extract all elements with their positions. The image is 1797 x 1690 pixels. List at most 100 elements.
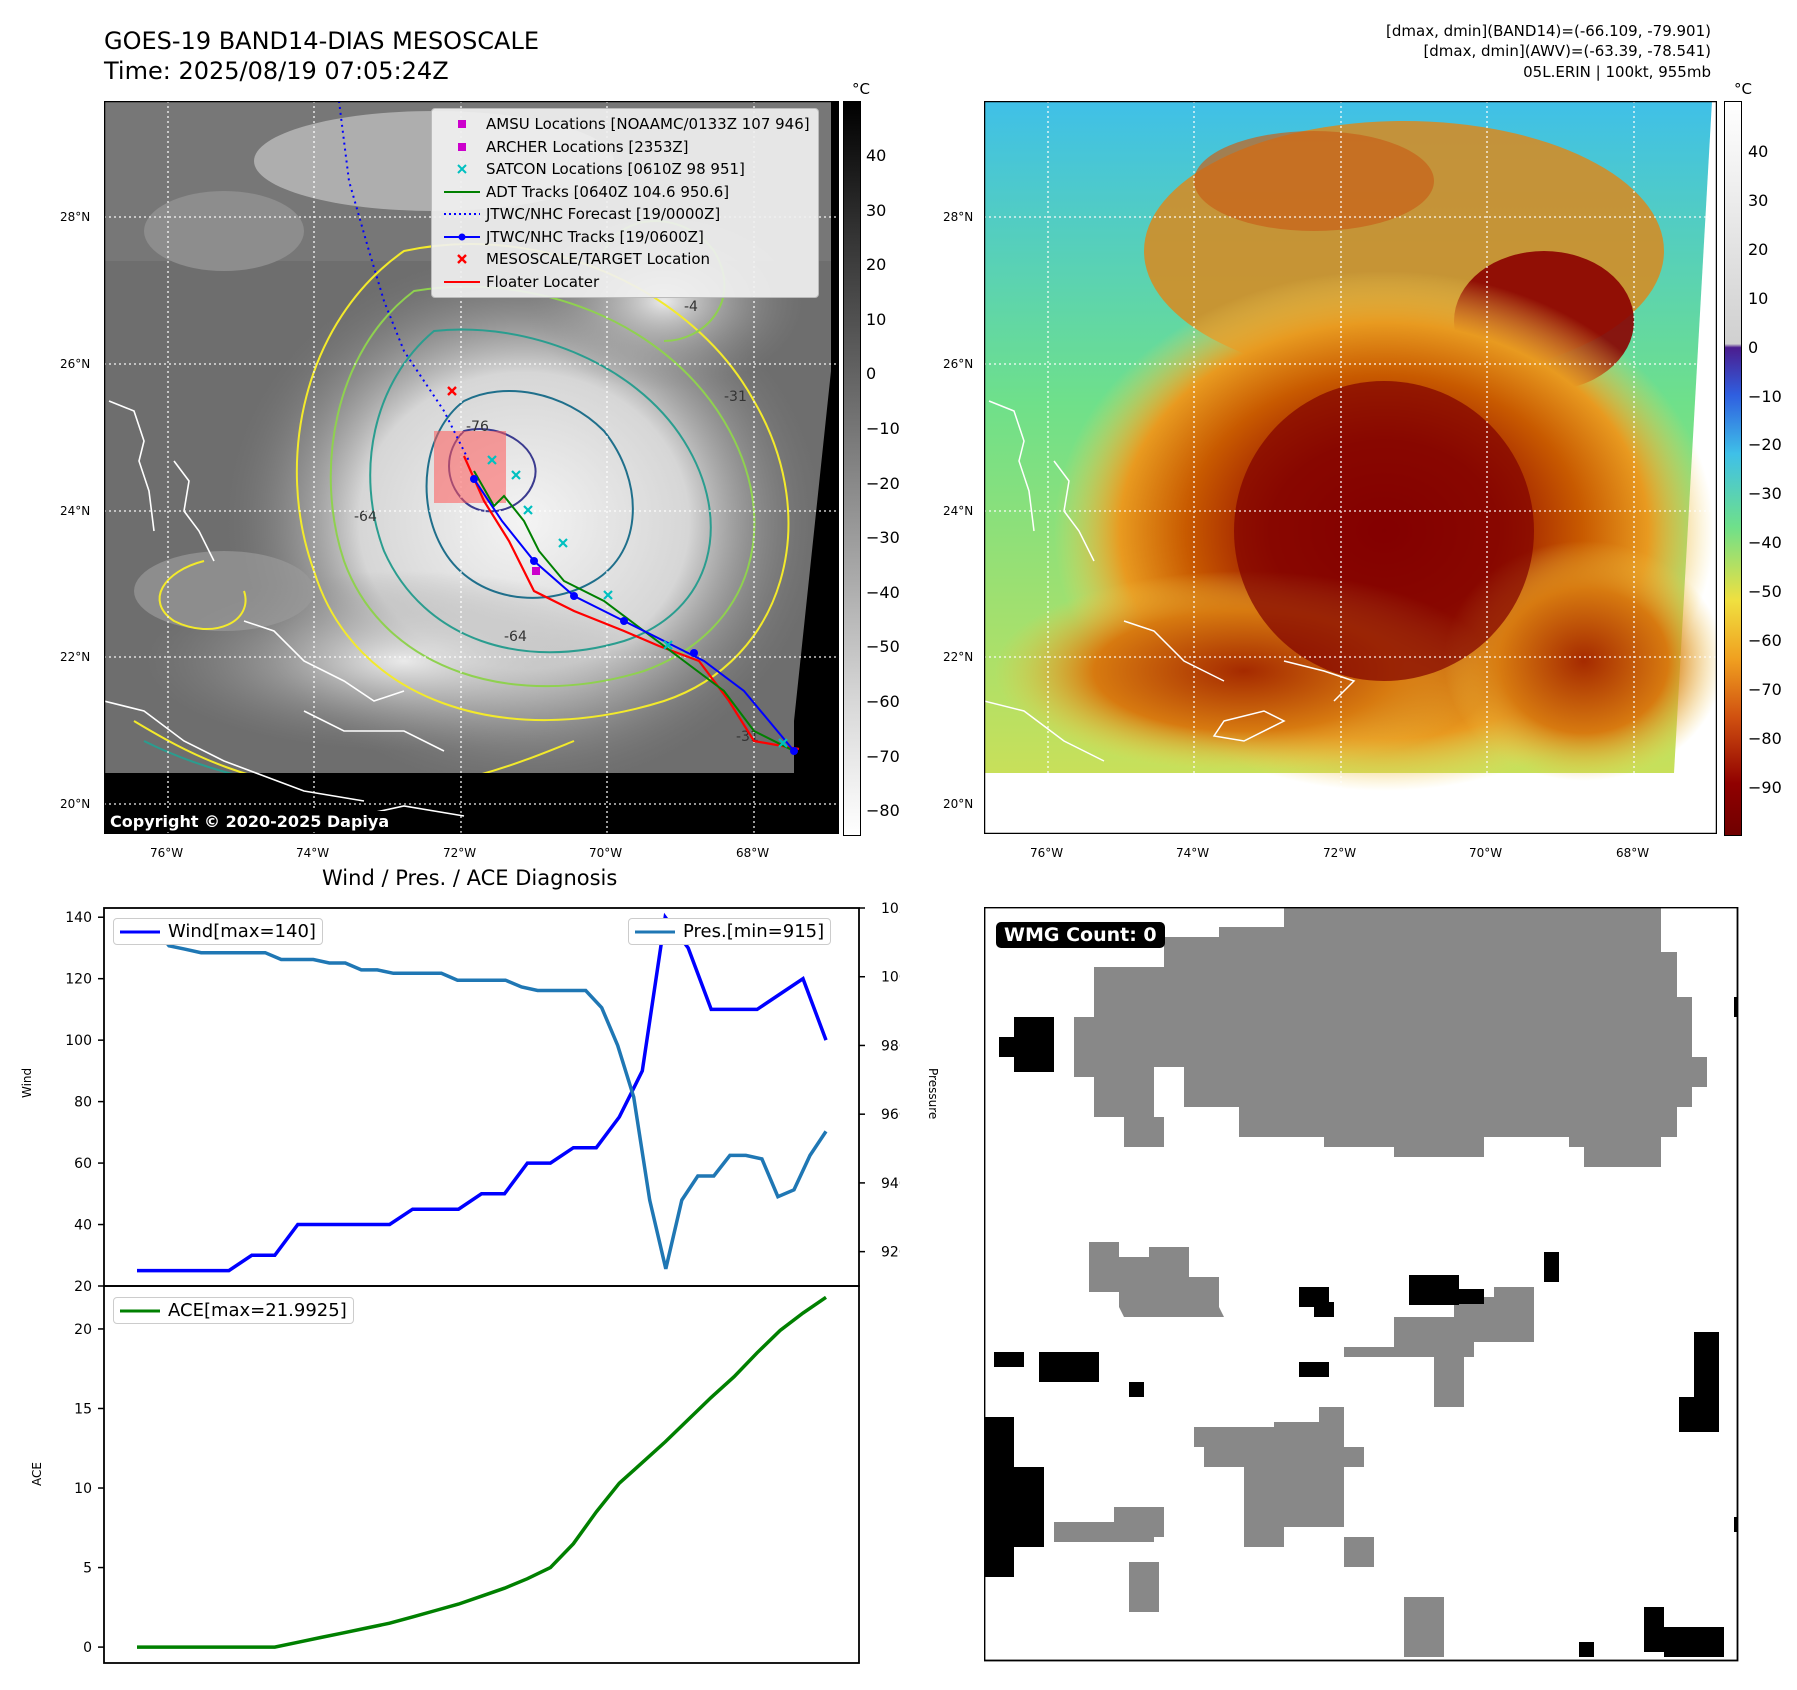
- lat-label: 24°N: [943, 504, 974, 518]
- figure-timestamp: Time: 2025/08/19 07:05:24Z: [104, 57, 449, 85]
- diagnosis-title: Wind / Pres. / ACE Diagnosis: [322, 866, 618, 890]
- colorbar-tick-label: −30: [866, 528, 900, 548]
- ace-axis-label: ACE: [30, 1462, 44, 1486]
- colorbar-unit: °C: [1734, 80, 1752, 98]
- pressure-tick-label: 1020: [881, 901, 900, 917]
- wind-tick-label: 40: [74, 1218, 92, 1234]
- colorbar-tick-label: −70: [1748, 679, 1782, 699]
- lon-label: 76°W: [150, 846, 184, 860]
- colorbar-tick-label: 0: [866, 364, 877, 384]
- colorbar-tick-label: −60: [866, 692, 900, 711]
- colorbar-tick-label: −20: [866, 473, 900, 493]
- pressure-legend-label: Pres.[min=915]: [683, 921, 825, 942]
- wind-legend: Wind[max=140]: [113, 918, 323, 945]
- colorbar-tick-label: −20: [1748, 435, 1782, 455]
- legend-item: AMSU Locations [NOAAMC/0133Z 107 946]: [438, 113, 810, 136]
- awv-colorbar: [1724, 101, 1742, 836]
- wind-tick-label: 140: [65, 910, 92, 926]
- ace-tick-label: 0: [83, 1640, 92, 1656]
- ace-legend: ACE[max=21.9925]: [113, 1297, 354, 1324]
- wind-axis-label: Wind: [20, 1067, 34, 1098]
- lon-label: 70°W: [1469, 846, 1503, 860]
- colorbar-tick-label: −40: [866, 582, 900, 602]
- lat-label: 26°N: [60, 357, 91, 371]
- lon-label: 76°W: [1030, 846, 1064, 860]
- colorbar-tick-label: −40: [1748, 533, 1782, 553]
- lon-label: 68°W: [736, 846, 770, 860]
- wind-tick-label: 60: [74, 1156, 92, 1172]
- colorbar-tick-label: −80: [1748, 728, 1782, 748]
- colorbar-tick-label: 20: [1748, 239, 1769, 259]
- mesoscale-target-marker: [447, 386, 457, 396]
- pressure-series-line: [137, 923, 828, 1270]
- legend-item: JTWC/NHC Tracks [19/0600Z]: [438, 226, 810, 249]
- lon-label: 72°W: [1323, 846, 1357, 860]
- figure-title: GOES-19 BAND14-DIAS MESOSCALE: [104, 27, 540, 55]
- amsu-location: [532, 567, 540, 575]
- colorbar-unit: °C: [852, 80, 870, 98]
- wind-tick-label: 120: [65, 972, 92, 988]
- colorbar-tick-label: 10: [866, 309, 887, 329]
- wind-pressure-ace-chart: 2040608010012014092094096098010001020051…: [65, 901, 900, 1664]
- ace-series-line: [137, 1295, 827, 1649]
- lat-label: 28°N: [60, 210, 91, 224]
- contour-label: -31: [724, 389, 747, 405]
- lon-label: 70°W: [589, 846, 623, 860]
- storm-info: 05L.ERIN | 100kt, 955mb: [1523, 63, 1711, 81]
- lat-label: 20°N: [60, 797, 91, 811]
- colorbar-tick-label: 0: [1748, 337, 1759, 357]
- upper-plot-frame: [103, 907, 860, 1287]
- copyright-label: Copyright © 2020-2025 Dapiya: [105, 811, 395, 832]
- colorbar-tick-label: −80: [866, 801, 900, 821]
- dmax-awv: [dmax, dmin](AWV)=(-63.39, -78.541): [1423, 42, 1711, 60]
- contour-label: -64: [354, 509, 377, 525]
- lat-label: 22°N: [60, 650, 91, 664]
- lat-label: 24°N: [60, 504, 91, 518]
- ace-tick-label: 20: [74, 1322, 92, 1338]
- dmax-band14: [dmax, dmin](BAND14)=(-66.109, -79.901): [1386, 22, 1711, 40]
- lat-label: 20°N: [943, 797, 974, 811]
- wind-tick-label: 80: [74, 1095, 92, 1111]
- colorbar-tick-label: 40: [1748, 142, 1769, 161]
- colorbar-tick-label: −50: [866, 637, 900, 657]
- wind-legend-label: Wind[max=140]: [168, 921, 316, 942]
- pressure-tick-label: 940: [881, 1176, 900, 1192]
- lat-label: 22°N: [943, 650, 974, 664]
- colorbar-tick-label: 30: [1748, 190, 1769, 210]
- legend-item: ARCHER Locations [2353Z]: [438, 136, 810, 159]
- lat-label: 28°N: [943, 210, 974, 224]
- colorbar-tick-label: −60: [1748, 631, 1782, 650]
- ace-tick-label: 5: [83, 1561, 92, 1577]
- jtwc-forecast-track: [338, 101, 470, 462]
- pressure-legend: Pres.[min=915]: [628, 918, 832, 945]
- legend-item: JTWC/NHC Forecast [19/0000Z]: [444, 205, 721, 223]
- colorbar-tick-label: 10: [1748, 288, 1769, 308]
- colorbar-tick-label: 40: [866, 146, 887, 165]
- contour-label: -4: [684, 299, 698, 315]
- colorbar-tick-label: −10: [1748, 386, 1782, 406]
- lat-label: 26°N: [943, 357, 974, 371]
- lon-label: 72°W: [443, 846, 477, 860]
- ace-tick-label: 10: [74, 1481, 92, 1497]
- no-data-edge: [794, 101, 839, 834]
- pressure-axis-label: Pressure: [926, 1068, 940, 1120]
- pressure-tick-label: 920: [881, 1245, 900, 1261]
- ace-tick-label: 15: [74, 1401, 92, 1417]
- pressure-tick-label: 980: [881, 1038, 900, 1054]
- legend-item: ADT Tracks [0640Z 104.6 950.6]: [444, 182, 730, 201]
- wmg-gray-regions: [1054, 907, 1707, 1657]
- colorbar-tick-label: −10: [866, 419, 900, 438]
- adt-track: [473, 470, 795, 752]
- colorbar-tick-label: −50: [1748, 582, 1782, 602]
- gray-colorbar: [843, 101, 861, 836]
- pressure-tick-label: 1000: [881, 970, 900, 986]
- legend-item: MESOSCALE/TARGET Location: [438, 248, 810, 271]
- wind-tick-label: 100: [65, 1033, 92, 1049]
- lower-plot-frame: [103, 1285, 860, 1664]
- colorbar-tick-label: 20: [866, 255, 887, 275]
- wind-tick-label: 20: [74, 1279, 92, 1295]
- wmg-black-regions: [984, 997, 1738, 1657]
- colorbar-tick-label: 30: [866, 200, 887, 220]
- colorbar-tick-label: −30: [1748, 484, 1782, 504]
- floater-locater-track: [462, 455, 800, 751]
